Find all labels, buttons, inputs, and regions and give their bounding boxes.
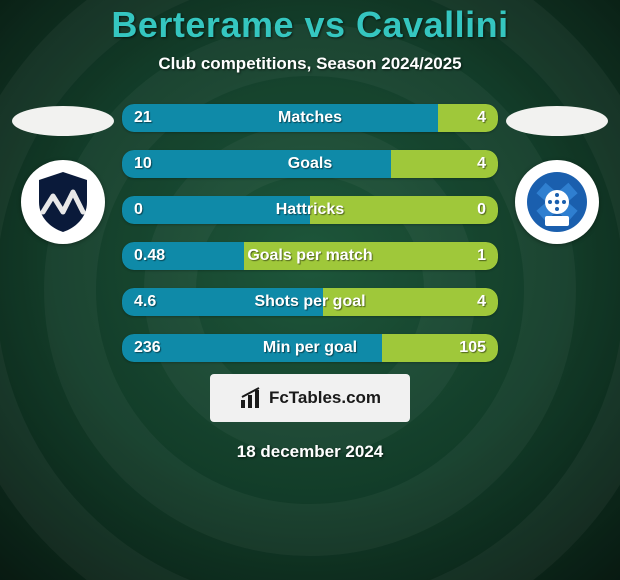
stat-bar-left-segment [122,196,310,224]
stat-bar: Goals104 [122,150,498,178]
fctables-logo-icon [239,386,263,410]
left-player-column [8,104,118,244]
stat-bar-right-segment [391,150,498,178]
stat-bar-right-segment [323,288,498,316]
stat-bar: Shots per goal4.64 [122,288,498,316]
stat-bar-right-segment [382,334,498,362]
stat-bar: Hattricks00 [122,196,498,224]
stat-bar-right-segment [438,104,498,132]
right-player-column [502,104,612,244]
stat-bar: Min per goal236105 [122,334,498,362]
stat-bar-right-segment [310,196,498,224]
monterrey-crest-icon [29,168,97,236]
comparison-body: Matches214 Goals104 Hattricks00 Goals per m… [0,104,620,362]
puebla-crest-icon [523,168,591,236]
right-player-photo-placeholder [506,106,608,136]
stat-bar: Matches214 [122,104,498,132]
stat-bar-left-segment [122,334,382,362]
branding-text: FcTables.com [269,388,381,408]
right-club-logo [515,160,599,244]
comparison-subtitle: Club competitions, Season 2024/2025 [158,54,461,74]
branding-badge: FcTables.com [210,374,410,422]
stat-bar: Goals per match0.481 [122,242,498,270]
stat-bar-left-segment [122,288,323,316]
comparison-title: Berterame vs Cavallini [111,4,508,46]
stat-bar-left-segment [122,104,438,132]
snapshot-date: 18 december 2024 [237,442,384,462]
stat-bar-right-segment [244,242,498,270]
stat-bar-left-segment [122,150,391,178]
stat-bar-left-segment [122,242,244,270]
stat-bars-container: Matches214 Goals104 Hattricks00 Goals per m… [118,104,502,362]
left-club-logo [21,160,105,244]
left-player-photo-placeholder [12,106,114,136]
